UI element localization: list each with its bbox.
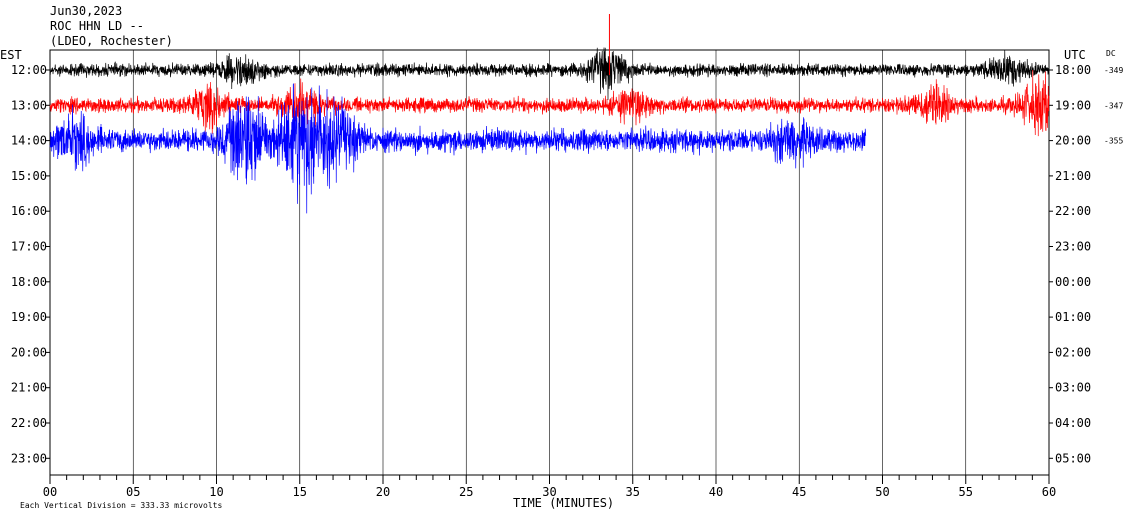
x-tick-label: 15: [293, 485, 307, 499]
header-station: ROC HHN LD --: [50, 19, 144, 33]
dc-label: DC: [1106, 49, 1116, 58]
scale-footer: Each Vertical Division = 333.33 microvol…: [20, 501, 223, 510]
header-date: Jun30,2023: [50, 4, 123, 18]
utc-hour-label: 18:00: [1055, 63, 1091, 77]
dc-offset-label: -347: [1104, 101, 1123, 110]
est-hour-label: 12:00: [11, 63, 47, 77]
x-tick-label: 50: [875, 485, 889, 499]
est-hour-label: 15:00: [11, 169, 47, 183]
utc-hour-label: 00:00: [1055, 275, 1091, 289]
x-tick-label: 00: [43, 485, 57, 499]
est-hour-label: 19:00: [11, 310, 47, 324]
x-tick-label: 35: [626, 485, 640, 499]
utc-hour-label: 04:00: [1055, 416, 1091, 430]
utc-hour-label: 21:00: [1055, 169, 1091, 183]
est-hour-label: 17:00: [11, 240, 47, 254]
x-tick-label: 40: [709, 485, 723, 499]
x-tick-label: 30: [542, 485, 556, 499]
utc-hour-label: 02:00: [1055, 345, 1091, 359]
est-hour-label: 21:00: [11, 381, 47, 395]
utc-hour-label: 23:00: [1055, 240, 1091, 254]
utc-axis-label: UTC: [1064, 48, 1086, 62]
est-hour-label: 13:00: [11, 98, 47, 112]
est-hour-label: 23:00: [11, 451, 47, 465]
trace-hour-2: [49, 83, 867, 214]
dc-offset-label: -349: [1104, 66, 1123, 75]
header-network: (LDEO, Rochester): [50, 34, 173, 48]
utc-hour-label: 20:00: [1055, 134, 1091, 148]
x-tick-label: 60: [1042, 485, 1056, 499]
trace-hour-1: [49, 69, 1050, 137]
trace-hour-0: [49, 47, 1050, 100]
x-tick-label: 55: [959, 485, 973, 499]
est-hour-label: 20:00: [11, 345, 47, 359]
est-hour-label: 14:00: [11, 134, 47, 148]
utc-hour-label: 01:00: [1055, 310, 1091, 324]
x-axis-title: TIME (MINUTES): [513, 496, 615, 510]
est-hour-label: 22:00: [11, 416, 47, 430]
utc-hour-label: 05:00: [1055, 451, 1091, 465]
est-axis-label: EST: [0, 48, 22, 62]
x-tick-label: 20: [376, 485, 390, 499]
utc-hour-label: 22:00: [1055, 204, 1091, 218]
est-hour-label: 16:00: [11, 204, 47, 218]
dc-offset-label: -355: [1104, 137, 1123, 146]
x-tick-label: 45: [792, 485, 806, 499]
utc-hour-label: 19:00: [1055, 98, 1091, 112]
utc-hour-label: 03:00: [1055, 381, 1091, 395]
x-tick-label: 25: [459, 485, 473, 499]
x-tick-label: 10: [209, 485, 223, 499]
x-tick-label: 05: [126, 485, 140, 499]
est-hour-label: 18:00: [11, 275, 47, 289]
